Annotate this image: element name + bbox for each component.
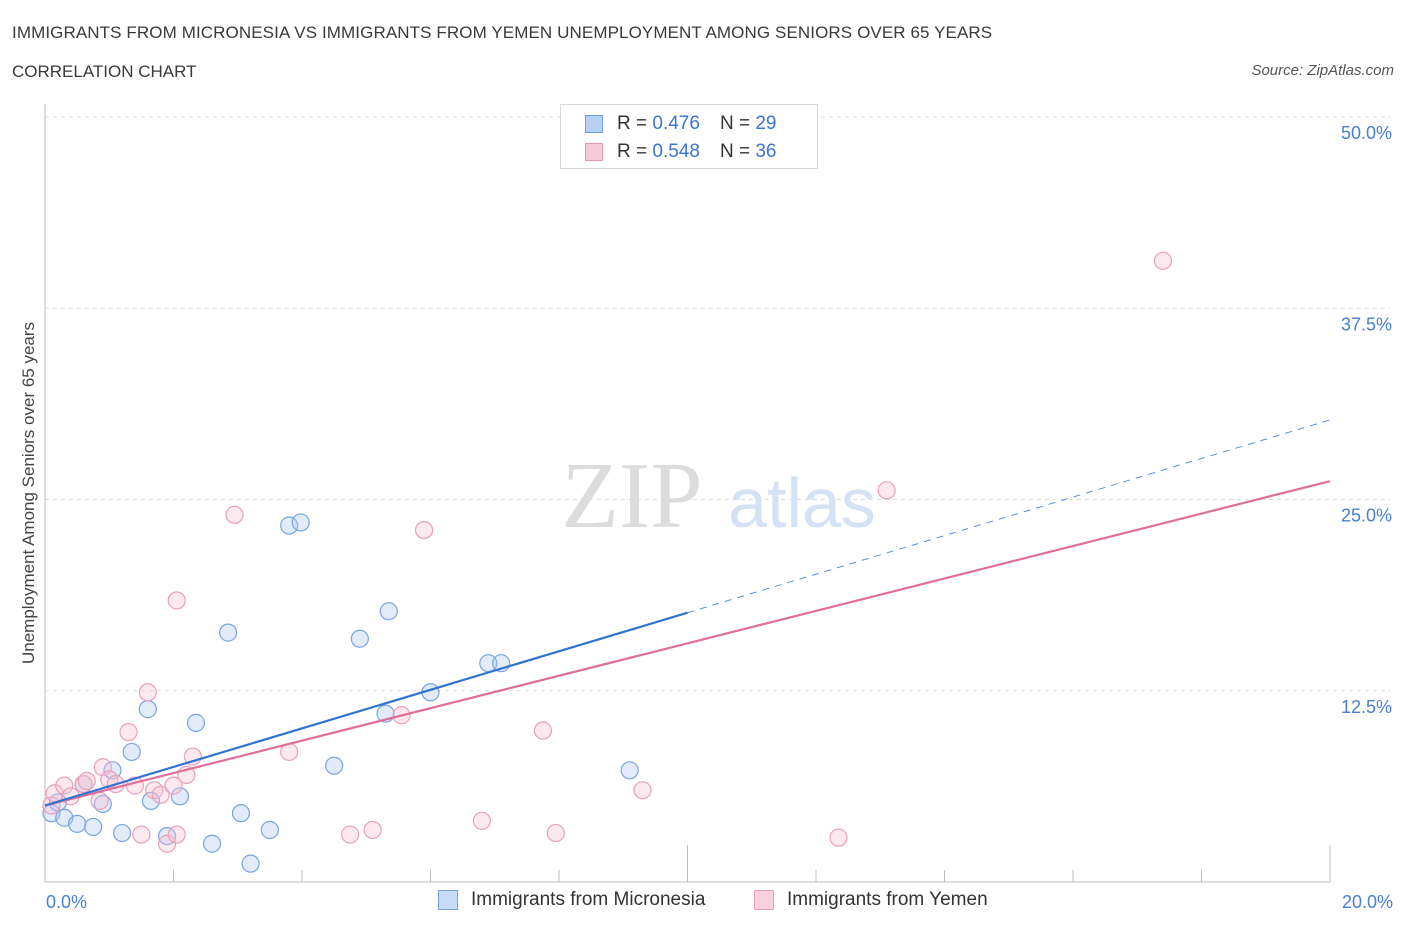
x-tick-label: 20.0% [1342, 892, 1393, 912]
yemen-point [363, 820, 382, 840]
micronesia-point [280, 516, 299, 535]
yemen-point [167, 591, 186, 610]
micronesia-point [291, 513, 310, 532]
legend-r-label: R = [617, 141, 648, 162]
chart-subtitle: CORRELATION CHART [12, 62, 197, 81]
correlation-legend: R = 0.476 N = 29 R = 0.548 N = 36 [560, 104, 818, 169]
source-label: Source: ZipAtlas.com [1251, 62, 1394, 79]
micronesia-point [231, 804, 251, 823]
micronesia-point [170, 787, 190, 806]
legend-row-micronesia: R = 0.476 N = 29 [585, 111, 776, 137]
micronesia-point [350, 629, 369, 648]
yemen-point [167, 825, 186, 844]
yemen-trend-line [44, 480, 1331, 807]
yemen-point [829, 828, 848, 847]
yemen-point [157, 834, 177, 853]
watermark: ZIP atlas [562, 444, 876, 548]
micronesia-point [68, 814, 87, 833]
watermark-atlas: atlas [728, 464, 876, 542]
chart-title: IMMIGRANTS FROM MICRONESIA VS IMMIGRANTS… [12, 23, 993, 42]
yemen-point [119, 722, 138, 742]
watermark-zip: ZIP [562, 444, 703, 548]
legend-n-value: 36 [755, 141, 777, 162]
yemen-point [55, 776, 74, 795]
yemen-point [472, 811, 491, 830]
legend-r-label: R = [617, 113, 648, 134]
legend-row-yemen: R = 0.548 N = 36 [585, 139, 776, 165]
micronesia-point [620, 761, 639, 780]
y-tick-label: 12.5% [1341, 697, 1392, 717]
legend-item-micronesia[interactable]: Immigrants from Micronesia [438, 889, 705, 911]
micronesia-point [219, 623, 238, 642]
gridlines [45, 116, 1390, 692]
yemen-point [546, 823, 565, 843]
micronesia-point [202, 834, 222, 853]
yemen-point [1153, 251, 1173, 270]
y-tick-label: 25.0% [1341, 506, 1392, 526]
x-tick-label: 0.0% [46, 892, 87, 912]
micronesia-point [138, 700, 157, 719]
legend-swatch-micronesia [438, 890, 458, 910]
y-axis-label: Unemployment Among Seniors over 65 years [19, 322, 38, 664]
data-points [42, 251, 1173, 873]
yemen-point [77, 771, 96, 791]
yemen-point [164, 776, 183, 795]
micronesia-point [379, 602, 398, 621]
micronesia-point [93, 794, 112, 814]
legend-swatch-micronesia [585, 115, 603, 133]
yemen-point [138, 683, 157, 702]
micronesia-point [325, 756, 344, 775]
legend-n-label: N = [719, 141, 751, 162]
legend-r-value: 0.548 [652, 141, 700, 162]
yemen-point [100, 770, 119, 789]
legend-swatch-yemen [585, 143, 603, 161]
yemen-point [145, 781, 164, 800]
legend-r-value: 0.476 [652, 113, 700, 134]
legend-n-label: N = [719, 113, 751, 134]
legend-item-yemen[interactable]: Immigrants from Yemen [754, 889, 988, 911]
yemen-point [74, 774, 93, 794]
tick-labels: 12.5% 25.0% 37.5% 50.0% 0.0% 20.0% [46, 123, 1393, 912]
micronesia-point [260, 820, 279, 840]
legend-swatch-yemen [754, 890, 774, 910]
yemen-point [533, 721, 553, 740]
axes [44, 104, 1331, 883]
micronesia-point [141, 791, 161, 811]
legend-n-value: 29 [755, 113, 777, 134]
micronesia-trend-line [44, 611, 688, 807]
yemen-point [877, 481, 896, 500]
series-legend: Immigrants from Micronesia Immigrants fr… [0, 889, 1406, 915]
y-tick-label: 37.5% [1341, 314, 1392, 334]
legend-label-yemen: Immigrants from Yemen [787, 889, 988, 910]
micronesia-point [241, 854, 260, 873]
yemen-point [225, 505, 244, 524]
yemen-point [90, 791, 109, 811]
micronesia-point [186, 713, 206, 732]
yemen-point [132, 825, 151, 844]
micronesia-point [122, 742, 141, 762]
yemen-point [341, 825, 360, 844]
legend-label-micronesia: Immigrants from Micronesia [471, 889, 706, 910]
yemen-point [633, 781, 652, 800]
y-tick-label: 50.0% [1341, 123, 1392, 143]
trend-lines [44, 419, 1331, 807]
micronesia-point [112, 823, 132, 843]
micronesia-point [84, 817, 103, 837]
yemen-point [151, 785, 170, 804]
yemen-point [414, 520, 434, 540]
